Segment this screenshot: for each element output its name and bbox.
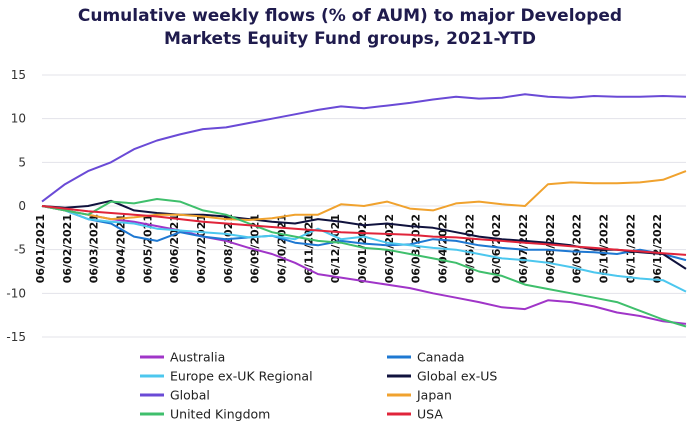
y-tick-label: -10 xyxy=(6,286,26,300)
series-line-europe-ex-uk-regional xyxy=(41,205,687,293)
series-line-united-kingdom xyxy=(41,198,687,328)
x-tick-label: 06/02/2021 xyxy=(61,214,74,283)
x-tick-label: 06/03/2021 xyxy=(88,214,101,283)
x-tick-label: 06/04/2021 xyxy=(115,214,128,283)
chart-title-line-2: Markets Equity Fund groups, 2021-YTD xyxy=(163,29,537,49)
chart-title-line-1: Cumulative weekly flows (% of AUM) to ma… xyxy=(77,6,623,26)
x-tick-label: 06/01/2022 xyxy=(356,214,369,283)
x-tick-label: 06/03/2022 xyxy=(410,214,423,283)
x-tick-label: 06/10/2021 xyxy=(276,214,289,283)
y-tick-label: 0 xyxy=(18,199,26,213)
x-tick-label: 06/01/2021 xyxy=(34,214,47,283)
x-tick-label: 06/12/2021 xyxy=(329,214,342,283)
series-line-usa xyxy=(41,205,687,256)
legend-label: Canada xyxy=(417,350,465,365)
y-tick-label: 5 xyxy=(18,155,26,169)
series-line-australia xyxy=(41,205,687,325)
legend-label: Global xyxy=(170,388,210,403)
x-tick-label: 06/08/2021 xyxy=(222,214,235,283)
legend-label: Australia xyxy=(170,350,225,365)
series-line-canada xyxy=(41,205,687,262)
x-tick-label: 06/06/2022 xyxy=(490,214,503,283)
x-tick-label: 06/09/2022 xyxy=(571,214,584,283)
y-tick-label: -5 xyxy=(14,243,26,257)
legend-label: Global ex-US xyxy=(417,369,497,384)
x-tick-label: 06/05/2022 xyxy=(463,214,476,283)
x-tick-label: 06/11/2022 xyxy=(624,214,637,283)
legend-label: USA xyxy=(417,407,443,422)
series-line-japan xyxy=(41,170,687,221)
x-tick-label: 06/12/2022 xyxy=(651,214,664,283)
x-tick-label: 06/07/2021 xyxy=(195,214,208,283)
y-tick-label: 10 xyxy=(11,112,26,126)
series-line-global xyxy=(41,93,687,203)
legend-label: Japan xyxy=(416,388,452,403)
legend-label: United Kingdom xyxy=(170,407,270,422)
x-tick-label: 06/02/2022 xyxy=(383,214,396,283)
x-tick-label: 06/08/2022 xyxy=(544,214,557,283)
y-tick-label: -15 xyxy=(6,330,26,344)
x-tick-label: 06/06/2021 xyxy=(168,214,181,283)
legend-label: Europe ex-UK Regional xyxy=(170,369,313,384)
x-tick-label: 06/05/2021 xyxy=(141,214,154,283)
y-tick-label: 15 xyxy=(11,68,26,82)
